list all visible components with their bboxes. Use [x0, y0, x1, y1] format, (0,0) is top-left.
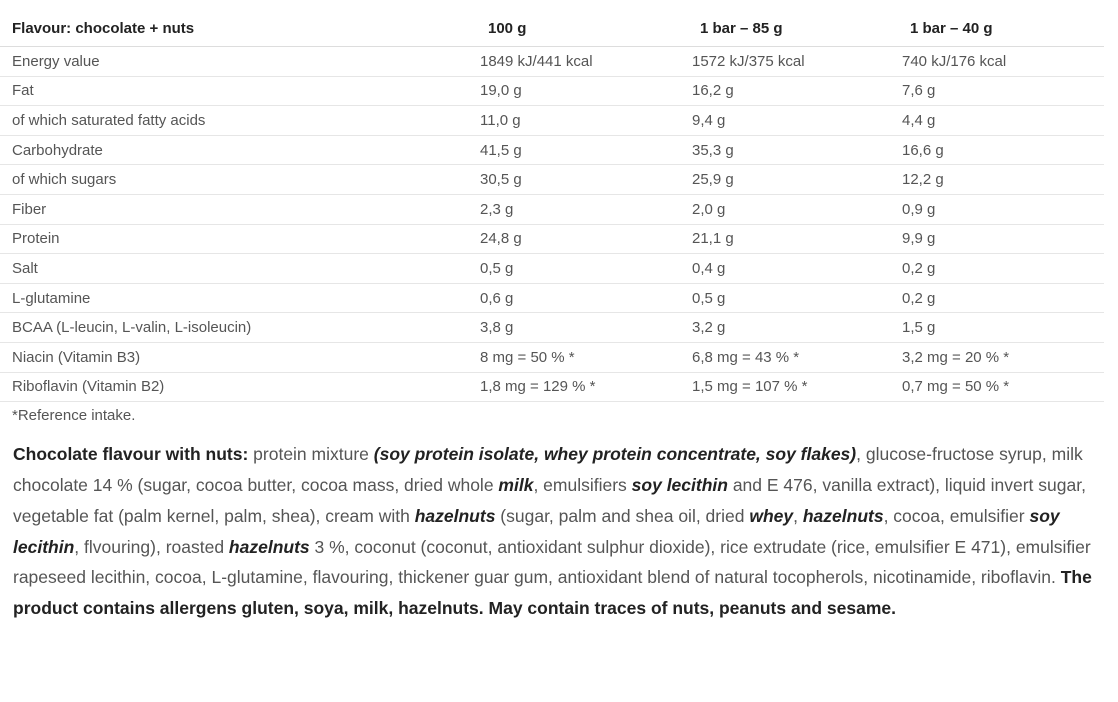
- ingredient-text: , flvouring), roasted: [74, 536, 229, 557]
- table-row: Fat 19,0 g 16,2 g 7,6 g: [0, 76, 1104, 107]
- table-header-row: Flavour: chocolate + nuts 100 g 1 bar – …: [0, 10, 1104, 47]
- nutrient-value: 3,2 mg = 20 % *: [902, 342, 1104, 373]
- nutrient-name: Niacin (Vitamin B3): [0, 342, 480, 373]
- table-body: Energy value 1849 kJ/441 kcal 1572 kJ/375 …: [0, 46, 1104, 403]
- nutrient-value: 0,5 g: [692, 283, 902, 314]
- ingredient-emphasis: Chocolate flavour with nuts:: [13, 444, 249, 465]
- ingredient-emphasis: soy lecithin: [631, 474, 728, 495]
- nutrient-value: 24,8 g: [480, 224, 692, 255]
- nutrient-value: 1,5 g: [902, 312, 1104, 343]
- nutrient-value: 2,0 g: [692, 194, 902, 225]
- nutrient-name: BCAA (L-leucin, L-valin, L-isoleucin): [0, 312, 480, 343]
- nutrient-name: of which saturated fatty acids: [0, 105, 480, 136]
- nutrient-value: 2,3 g: [480, 194, 692, 225]
- nutrition-table: Flavour: chocolate + nuts 100 g 1 bar – …: [0, 10, 1104, 403]
- nutrient-value: 0,7 mg = 50 % *: [902, 372, 1104, 403]
- table-row: of which sugars 30,5 g 25,9 g 12,2 g: [0, 164, 1104, 195]
- nutrient-value: 19,0 g: [480, 76, 692, 107]
- ingredient-text: , cocoa, emulsifier: [883, 505, 1030, 526]
- nutrient-value: 16,6 g: [902, 135, 1104, 166]
- table-row: Fiber 2,3 g 2,0 g 0,9 g: [0, 194, 1104, 225]
- nutrient-value: 11,0 g: [480, 105, 692, 136]
- table-row: L-glutamine 0,6 g 0,5 g 0,2 g: [0, 283, 1104, 314]
- nutrient-name: Protein: [0, 224, 480, 255]
- ingredient-emphasis: whey: [749, 505, 794, 526]
- nutrient-value: 8 mg = 50 % *: [480, 342, 692, 373]
- nutrient-name: Fat: [0, 76, 480, 107]
- ingredients-paragraph: Chocolate flavour with nuts: protein mix…: [0, 439, 1103, 624]
- ingredient-text: protein mixture: [248, 444, 374, 465]
- footnote: *Reference intake.: [12, 407, 136, 425]
- table-row: Salt 0,5 g 0,4 g 0,2 g: [0, 253, 1104, 284]
- nutrient-value: 1,8 mg = 129 % *: [480, 372, 692, 403]
- nutrient-value: 0,4 g: [692, 253, 902, 284]
- ingredient-text: , emulsifiers: [533, 474, 632, 495]
- nutrient-value: 16,2 g: [692, 76, 902, 107]
- nutrient-value: 9,4 g: [692, 105, 902, 136]
- header-100g: 100 g: [480, 10, 692, 47]
- nutrition-document: Flavour: chocolate + nuts 100 g 1 bar – …: [0, 10, 1104, 624]
- ingredient-text: 3 %, coconut (coconut, antioxidant sulph…: [13, 536, 1091, 588]
- nutrient-name: of which sugars: [0, 164, 480, 195]
- ingredient-text: , glucose-fructose syrup, milk chocolate…: [13, 444, 1083, 495]
- nutrient-name: Riboflavin (Vitamin B2): [0, 372, 480, 403]
- nutrient-value: 3,8 g: [480, 312, 692, 343]
- table-row: Niacin (Vitamin B3) 8 mg = 50 % * 6,8 mg =…: [0, 342, 1104, 373]
- nutrient-value: 41,5 g: [480, 135, 692, 166]
- nutrient-value: 6,8 mg = 43 % *: [692, 342, 902, 373]
- ingredient-emphasis: The product contains allergens gluten, s…: [13, 567, 1092, 619]
- nutrient-name: Energy value: [0, 46, 480, 77]
- nutrient-value: 3,2 g: [692, 312, 902, 343]
- nutrient-value: 7,6 g: [902, 76, 1104, 107]
- header-bar-40g: 1 bar – 40 g: [902, 10, 1104, 47]
- nutrient-value: 12,2 g: [902, 164, 1104, 195]
- table-row: BCAA (L-leucin, L-valin, L-isoleucin) 3,8…: [0, 312, 1104, 343]
- table-row: of which saturated fatty acids 11,0 g 9,4 …: [0, 105, 1104, 136]
- ingredient-emphasis: hazelnuts: [414, 505, 496, 526]
- nutrient-value: 0,2 g: [902, 283, 1104, 314]
- ingredient-text: (sugar, palm and shea oil, dried: [495, 505, 750, 526]
- table-row: Protein 24,8 g 21,1 g 9,9 g: [0, 224, 1104, 255]
- ingredient-emphasis: milk: [498, 474, 534, 495]
- nutrient-value: 30,5 g: [480, 164, 692, 195]
- nutrient-name: Carbohydrate: [0, 135, 480, 166]
- nutrient-value: 0,9 g: [902, 194, 1104, 225]
- nutrient-value: 1849 kJ/441 kcal: [480, 46, 692, 77]
- nutrient-value: 1,5 mg = 107 % *: [692, 372, 902, 403]
- nutrient-value: 21,1 g: [692, 224, 902, 255]
- ingredient-emphasis: (soy protein isolate, whey protein conce…: [373, 444, 857, 465]
- nutrient-value: 9,9 g: [902, 224, 1104, 255]
- nutrient-value: 35,3 g: [692, 135, 902, 166]
- ingredient-emphasis: hazelnuts: [802, 505, 884, 526]
- nutrient-value: 740 kJ/176 kcal: [902, 46, 1104, 77]
- nutrient-value: 4,4 g: [902, 105, 1104, 136]
- table-row: Riboflavin (Vitamin B2) 1,8 mg = 129 % * 1…: [0, 372, 1104, 403]
- ingredient-emphasis: hazelnuts: [228, 536, 310, 557]
- nutrient-value: 0,2 g: [902, 253, 1104, 284]
- ingredient-emphasis: soy lecithin: [13, 505, 1060, 557]
- table-row: Energy value 1849 kJ/441 kcal 1572 kJ/375 …: [0, 46, 1104, 77]
- nutrient-value: 25,9 g: [692, 164, 902, 195]
- nutrient-name: Salt: [0, 253, 480, 284]
- nutrient-name: L-glutamine: [0, 283, 480, 314]
- ingredient-text: ,: [793, 505, 803, 526]
- ingredient-text: and E 476, vanilla extract), liquid inve…: [13, 474, 1086, 526]
- nutrient-value: 0,5 g: [480, 253, 692, 284]
- table-row: Carbohydrate 41,5 g 35,3 g 16,6 g: [0, 135, 1104, 166]
- header-flavour: Flavour: chocolate + nuts: [0, 10, 480, 47]
- nutrient-value: 0,6 g: [480, 283, 692, 314]
- header-bar-85g: 1 bar – 85 g: [692, 10, 902, 47]
- nutrient-name: Fiber: [0, 194, 480, 225]
- nutrient-value: 1572 kJ/375 kcal: [692, 46, 902, 77]
